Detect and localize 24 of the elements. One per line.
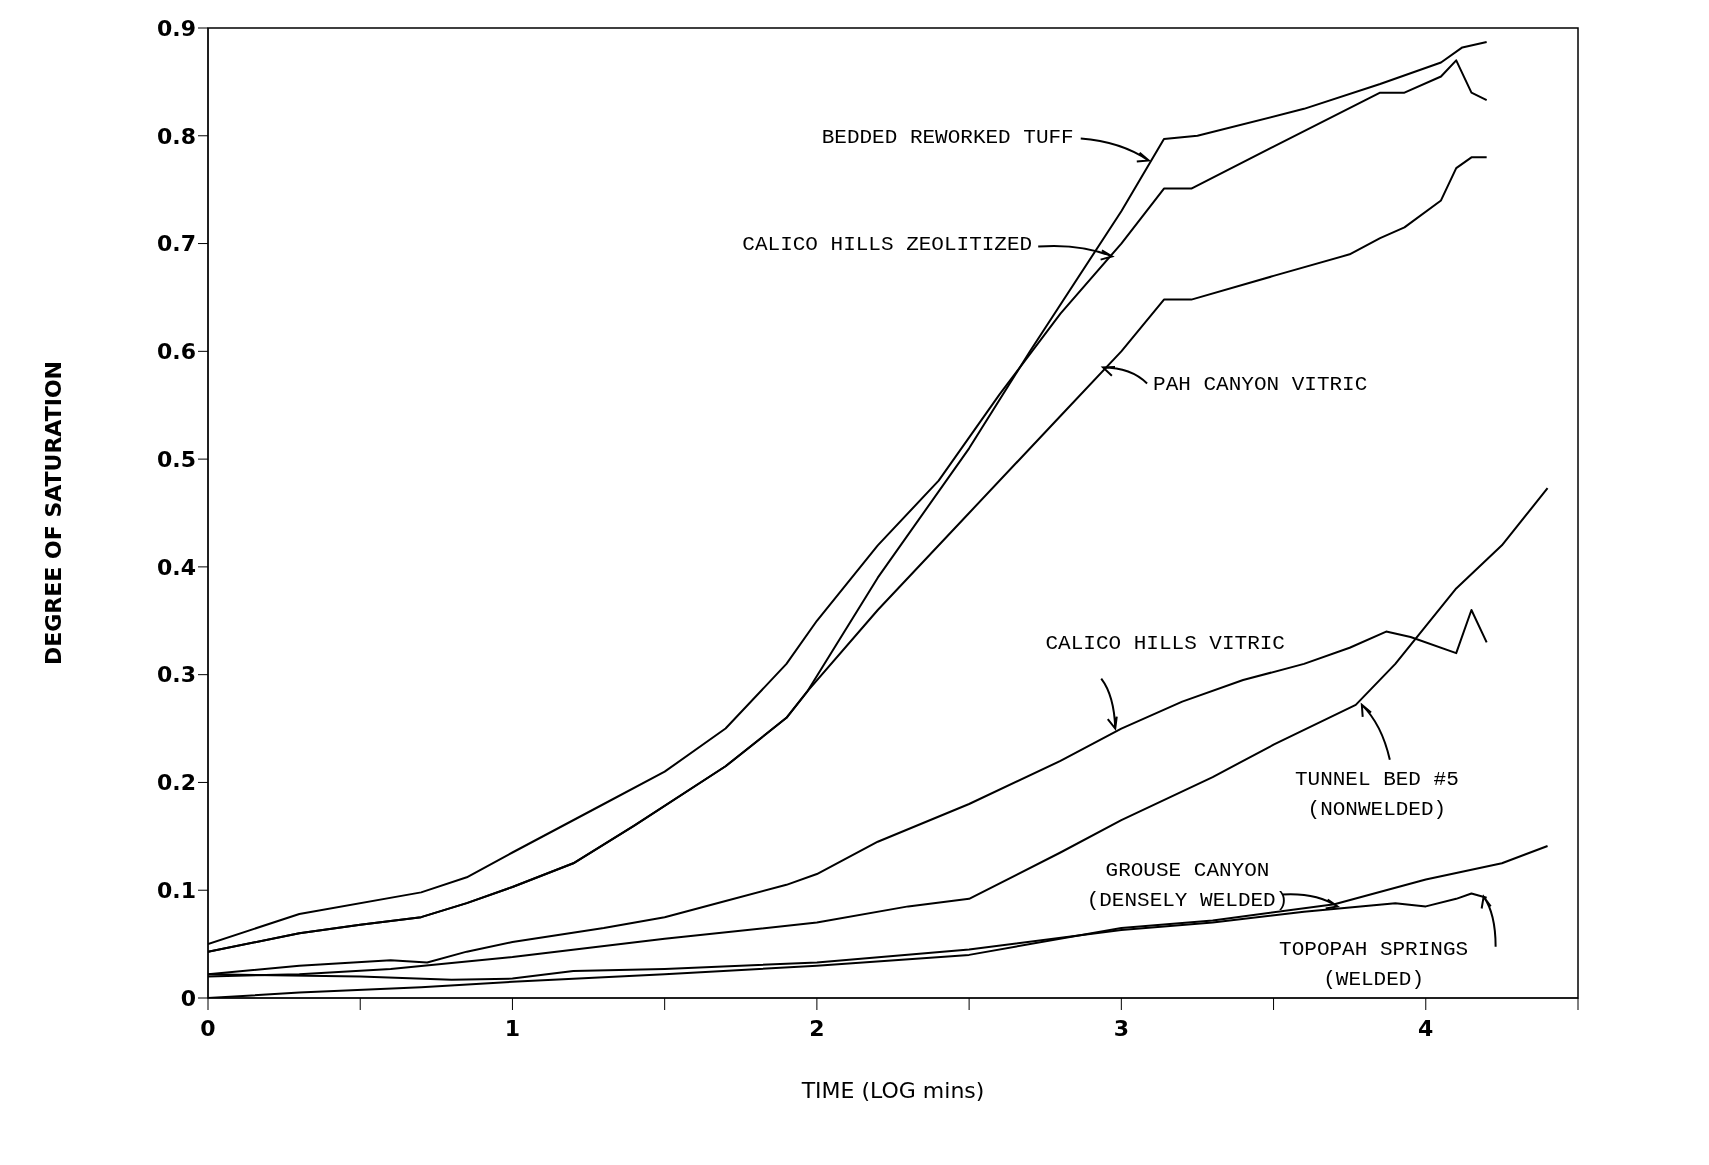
x-tick-label: 4 bbox=[1418, 1015, 1434, 1041]
y-tick-label: 0.2 bbox=[157, 770, 196, 796]
annotation: PAH CANYON VITRIC bbox=[1153, 372, 1368, 396]
y-axis-title: DEGREE OF SATURATION bbox=[40, 361, 66, 665]
y-tick-label: 0.3 bbox=[157, 662, 196, 688]
annotation: TOPOPAH SPRINGS (WELDED) bbox=[1279, 937, 1469, 991]
annotation: GROUSE CANYON (DENSELY WELDED) bbox=[1086, 859, 1289, 913]
x-tick-label: 0 bbox=[200, 1015, 216, 1041]
annotation: TUNNEL BED #5 (NONWELDED) bbox=[1294, 767, 1459, 821]
y-tick-label: 0 bbox=[180, 985, 196, 1011]
y-tick-label: 0.9 bbox=[157, 15, 196, 41]
y-tick-label: 0.6 bbox=[157, 339, 196, 365]
x-tick-label: 3 bbox=[1113, 1015, 1129, 1041]
x-axis-title: TIME (LOG mins) bbox=[800, 1078, 985, 1103]
annotation: CALICO HILLS VITRIC bbox=[1045, 631, 1285, 655]
y-tick-label: 0.1 bbox=[157, 878, 196, 904]
y-tick-label: 0.7 bbox=[157, 231, 196, 257]
y-tick-label: 0.5 bbox=[157, 446, 196, 472]
x-tick-label: 1 bbox=[504, 1015, 521, 1041]
y-tick-label: 0.4 bbox=[157, 554, 196, 580]
annotation: CALICO HILLS ZEOLITIZED bbox=[742, 233, 1033, 257]
annotation: BEDDED REWORKED TUFF bbox=[821, 125, 1074, 149]
y-tick-label: 0.8 bbox=[157, 123, 196, 149]
x-tick-label: 2 bbox=[809, 1015, 825, 1041]
